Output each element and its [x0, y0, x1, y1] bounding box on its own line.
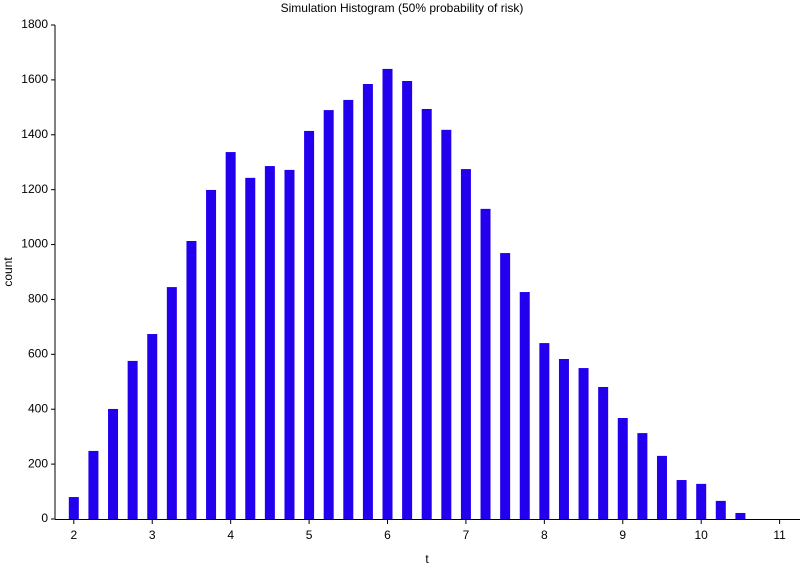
bar — [696, 483, 707, 519]
x-tick-label: 5 — [306, 528, 313, 542]
y-tick-label: 600 — [28, 347, 48, 361]
bar — [558, 358, 569, 519]
y-tick-label: 0 — [41, 511, 48, 525]
y-tick-label: 400 — [28, 401, 48, 415]
bar — [441, 129, 452, 520]
x-tick-label: 10 — [695, 528, 709, 542]
y-tick-label: 1000 — [21, 237, 48, 251]
bar — [656, 455, 667, 519]
x-tick-label: 6 — [384, 528, 391, 542]
y-tick-label: 200 — [28, 456, 48, 470]
chart-title: Simulation Histogram (50% probability of… — [281, 1, 524, 15]
y-axis-label: count — [1, 257, 15, 287]
bar — [735, 512, 746, 519]
bar — [186, 240, 197, 519]
bar — [68, 497, 79, 519]
y-tick-label: 1400 — [21, 127, 48, 141]
bar — [676, 480, 687, 519]
bar — [284, 169, 295, 519]
x-axis-label: t — [425, 552, 429, 566]
x-tick-label: 9 — [619, 528, 626, 542]
bar — [617, 418, 628, 519]
bar — [166, 287, 177, 519]
bar — [539, 343, 550, 519]
bar — [715, 500, 726, 519]
bar — [578, 368, 589, 519]
bar — [519, 292, 530, 519]
y-tick-label: 1800 — [21, 17, 48, 31]
bar — [362, 84, 373, 519]
x-tick-label: 8 — [541, 528, 548, 542]
x-tick-label: 7 — [463, 528, 470, 542]
bar — [225, 152, 236, 519]
bar — [460, 169, 471, 520]
bar — [500, 253, 511, 519]
bar — [108, 408, 119, 519]
y-tick-label: 800 — [28, 292, 48, 306]
x-tick-label: 4 — [227, 528, 234, 542]
y-tick-label: 1200 — [21, 182, 48, 196]
y-tick-label: 1600 — [21, 72, 48, 86]
bar — [88, 450, 99, 519]
bar — [402, 80, 413, 519]
bar — [304, 130, 315, 520]
bar — [343, 99, 354, 519]
bar — [637, 433, 648, 519]
bar — [323, 110, 334, 520]
bar — [245, 177, 256, 520]
bar — [382, 68, 393, 520]
bar — [480, 208, 491, 519]
bar — [147, 334, 158, 519]
x-tick-label: 2 — [70, 528, 77, 542]
bar — [421, 108, 432, 519]
bar — [598, 386, 609, 519]
x-tick-label: 11 — [773, 528, 786, 542]
bar — [206, 189, 217, 520]
bar — [264, 166, 275, 519]
x-tick-label: 3 — [149, 528, 156, 542]
bar — [127, 360, 138, 519]
